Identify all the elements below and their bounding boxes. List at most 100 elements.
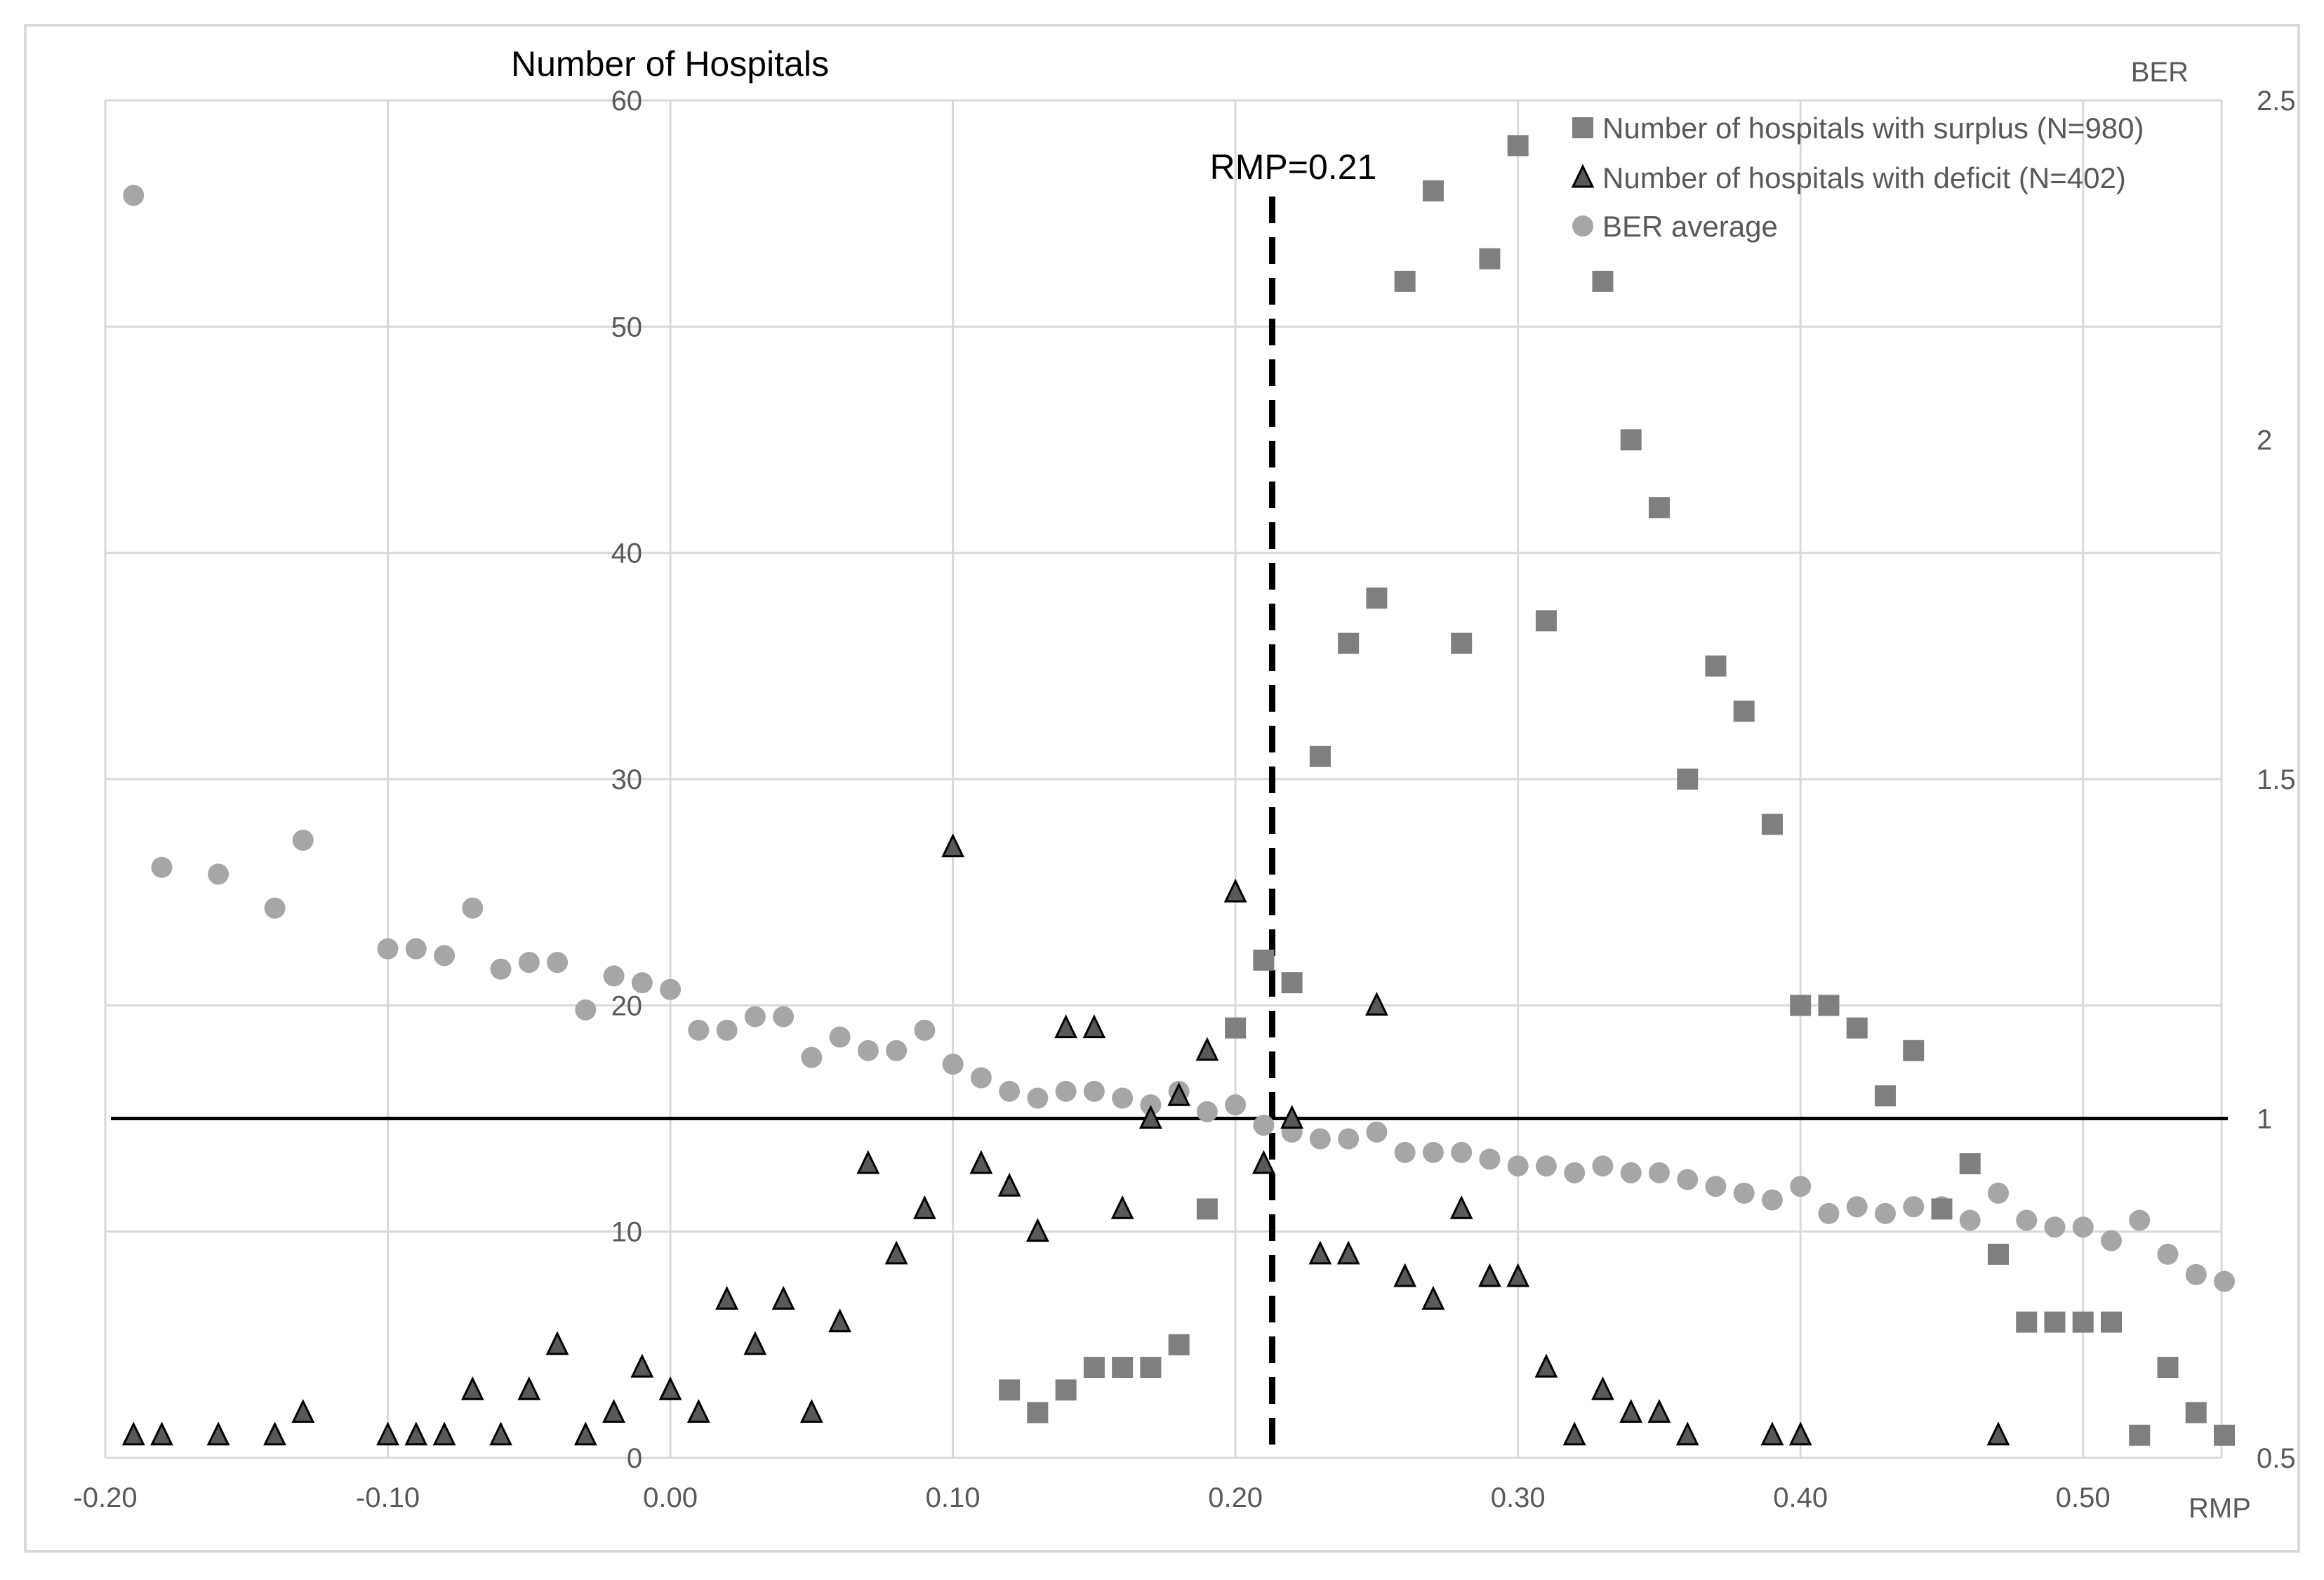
deficit-point [658,1376,682,1400]
ber-average-point [2016,1209,2038,1231]
ber-average-point [1677,1169,1699,1190]
ber-average-point [1479,1148,1501,1170]
ber-average-point [914,1019,936,1041]
surplus-point [2016,1311,2038,1333]
surplus-point [1507,135,1529,157]
legend-marker-ber [1572,215,1593,237]
deficit-point [969,1150,993,1174]
gridlines [104,99,2223,1459]
surplus-point [1479,248,1501,270]
deficit-point [1054,1014,1078,1039]
surplus-point [1761,814,1783,835]
ber-average-point [1394,1141,1416,1163]
ber-average-point [208,863,230,885]
x-tick-label: -0.10 [356,1482,420,1513]
deficit-point [602,1399,625,1423]
ber-average-point [1790,1176,1812,1197]
deficit-point [1280,1105,1304,1129]
deficit-point [771,1285,795,1310]
ber-average-point [2185,1263,2207,1285]
ber-average-point [1225,1094,1247,1116]
ber-average-point [151,856,173,878]
deficit-point [1223,878,1247,903]
surplus-point [1338,632,1360,654]
surplus-point [1733,701,1755,722]
ber-average-point [1592,1155,1614,1177]
ber-average-point [547,952,569,974]
ber-average-point [1846,1196,1868,1218]
surplus-point [1140,1357,1162,1379]
deficit-point [1195,1037,1219,1061]
ber-average-point [1196,1101,1218,1122]
y-tick-label: 50 [611,312,643,343]
ber-average-point [1564,1162,1586,1183]
deficit-point [1365,991,1388,1016]
deficit-point [1562,1421,1586,1446]
y2-tick-label: 2 [2257,425,2272,456]
surplus-point [1055,1379,1077,1401]
surplus-point [1309,745,1331,767]
surplus-point [1196,1198,1218,1220]
surplus-point [1027,1402,1049,1423]
ber-average-point [1253,1115,1275,1136]
ber-average-point [1733,1182,1755,1204]
ber-average-point [1112,1087,1134,1109]
ber-average-point [801,1047,823,1068]
legend-label: Number of hospitals with deficit (N=402) [1602,161,2126,194]
surplus-point [1168,1334,1190,1355]
deficit-point [997,1172,1021,1197]
ber-average-point [434,945,456,967]
surplus-point [1281,972,1303,994]
surplus-point [1987,1243,2009,1265]
deficit-point [799,1399,823,1423]
y2-tick-label: 1 [2257,1104,2272,1135]
deficit-point [150,1421,173,1446]
ber-average-point [942,1054,964,1075]
deficit-point [291,1399,315,1423]
surplus-point [2214,1424,2235,1446]
surplus-point [1112,1357,1134,1379]
ber-average-point [2157,1243,2179,1265]
axis-titles: Number of Hospitals BER RMP [511,44,2251,1524]
chart-border [24,24,2300,1553]
ber-average-point [999,1080,1021,1102]
deficit-point [1647,1399,1671,1423]
legend-marker-deficit [1571,164,1595,188]
ber-average-point [377,938,399,960]
surplus-point [1535,610,1557,632]
deficit-point [517,1376,541,1400]
x-tick-label: 0.30 [1491,1482,1546,1513]
x-tick-label: 0.20 [1208,1482,1263,1513]
surplus-point [1959,1153,1981,1174]
ber-average-point [2044,1216,2066,1238]
surplus-point [1451,632,1473,654]
deficit-point [1167,1082,1191,1106]
ber-average-point [1903,1196,1925,1218]
ber-average-point [688,1019,710,1041]
deficit-point [1421,1285,1445,1310]
y-tick-label: 0 [627,1443,642,1474]
ber-average-point [2129,1209,2151,1231]
deficit-point [1308,1240,1332,1265]
surplus-point [1083,1357,1105,1379]
ber-average-point [886,1040,908,1061]
ber-average-point [1309,1128,1331,1150]
ber-average-point [773,1006,795,1028]
surplus-point [1592,270,1614,292]
y-tick-label: 10 [611,1217,643,1248]
ber-average-point [1818,1202,1840,1224]
deficit-point [743,1331,767,1355]
y2-tick-label: 0.5 [2257,1443,2296,1474]
deficit-point [630,1353,654,1378]
y-tick-label: 40 [611,538,643,569]
ber-average-point [264,897,286,919]
ber-average-point [462,897,484,919]
deficit-point [941,833,964,858]
deficit-point [1675,1421,1699,1446]
ber-average-point [518,952,540,974]
deficit-point [432,1421,456,1446]
deficit-point [1478,1263,1501,1287]
surplus-point [1366,587,1388,609]
ber-average-point [405,938,427,960]
